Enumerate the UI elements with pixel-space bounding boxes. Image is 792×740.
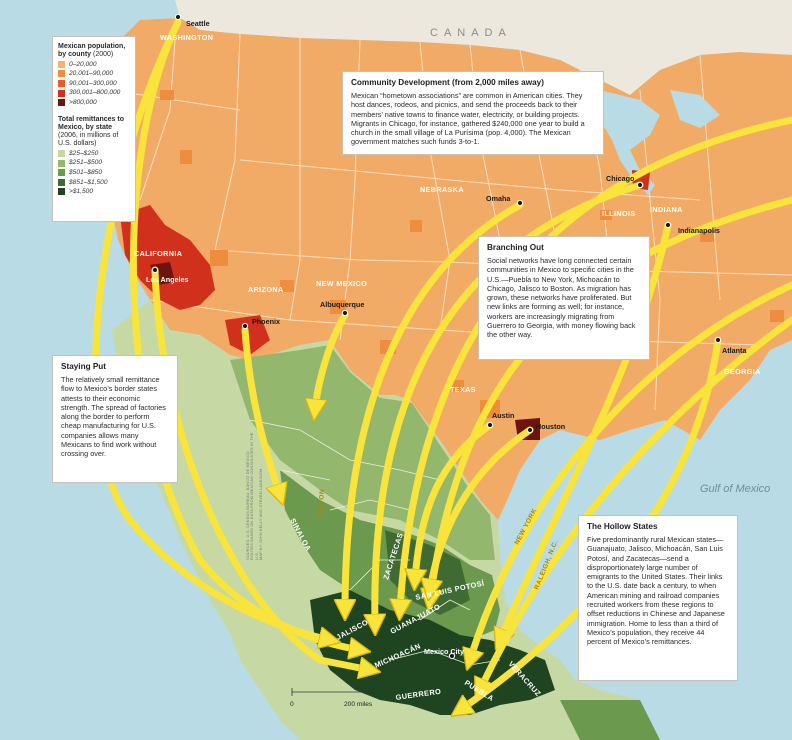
legend-remit-swatch <box>58 150 65 158</box>
city-houston: Houston <box>536 422 565 431</box>
scale-end: 200 miles <box>344 701 373 708</box>
county-patches <box>160 90 784 418</box>
arrow-omaha <box>345 201 524 610</box>
legend-population-swatch <box>58 80 65 88</box>
state-indiana: INDIANA <box>650 205 683 214</box>
city-mexico-city: Mexico City <box>424 647 464 656</box>
callout-title: The Hollow States <box>587 522 658 531</box>
legend-remit-item: $25–$250 <box>58 149 130 159</box>
legend-remit-label: $851–$1,500 <box>69 178 108 186</box>
callout-community-development: Community Development (from 2,000 miles … <box>342 71 604 155</box>
callout-title: Staying Put <box>61 362 107 371</box>
callout-title: Branching Out <box>487 243 544 252</box>
legend-remit-item: >$1,500 <box>58 187 130 197</box>
label-gulf: Gulf of Mexico <box>700 483 770 495</box>
legend-population-swatch <box>58 70 65 78</box>
legend-population-item: 300,001–800,000 <box>58 88 130 98</box>
callout-body: Five predominantly rural Mexican states—… <box>587 535 725 647</box>
legend-population-swatch <box>58 89 65 97</box>
legend-remit-swatch <box>58 159 65 167</box>
arrow-new-york <box>470 281 792 660</box>
arrow-la-michoacan <box>151 266 370 670</box>
callout-title: Community Development (from 2,000 miles … <box>351 78 544 87</box>
city-atlanta: Atlanta <box>722 346 747 355</box>
legend-remit-label: $501–$850 <box>69 168 103 176</box>
arrow-raleigh <box>480 316 792 690</box>
callout-body: The relatively small remittance flow to … <box>61 375 166 459</box>
legend-population-item: 90,001–300,000 <box>58 79 130 89</box>
legend-population-item: >800,000 <box>58 98 130 108</box>
legend-remit-swatch <box>58 188 65 196</box>
legend-remit-item: $501–$850 <box>58 168 130 178</box>
yucatan-belize <box>560 700 660 740</box>
arrow-chicago-michoacan <box>375 181 644 625</box>
legend-population-label: 90,001–300,000 <box>69 79 117 87</box>
legend-population-label: 300,001–800,000 <box>69 89 121 97</box>
legend-population-swatch <box>58 99 65 107</box>
canada-land <box>175 0 792 95</box>
legend-population-label: >800,000 <box>69 98 97 106</box>
state-illinois: ILLINOIS <box>602 209 636 218</box>
city-indianapolis: Indianapolis <box>678 226 720 235</box>
map-legend: Mexican population, by county (2000) 0–2… <box>52 36 136 222</box>
legend-population-swatch <box>58 60 65 68</box>
legend-remit-label: $25–$250 <box>69 149 99 157</box>
legend-population-item: 20,001–90,000 <box>58 69 130 79</box>
callout-staying-put: Staying Put The relatively small remitta… <box>52 355 178 483</box>
map-credit: SOURCES: U.S. CENSUS BUREAU; BANCO DE MÉ… <box>246 432 264 560</box>
city-phoenix: Phoenix <box>252 317 280 326</box>
city-dots <box>151 13 722 660</box>
great-lakes <box>600 90 720 195</box>
callout-body: Social networks have long connected cert… <box>487 256 636 340</box>
arrow-phoenix-sinaloa <box>241 326 280 495</box>
state-nebraska: NEBRASKA <box>420 185 464 194</box>
legend-remit-item: $851–$1,500 <box>58 178 130 188</box>
scale-zero: 0 <box>290 701 294 708</box>
la-county-hotspot <box>120 205 215 310</box>
state-new-mexico: NEW MEXICO <box>316 279 367 288</box>
legend-remit-title: Total remittances to Mexico, by state (2… <box>58 115 124 148</box>
callout-branching-out: Branching Out Social networks have long … <box>478 236 650 360</box>
legend-remit-label: $251–$500 <box>69 159 103 167</box>
city-austin: Austin <box>492 411 514 420</box>
arrow-label-boston: BOSTON <box>317 489 326 521</box>
arrow-houston-veracruz <box>430 426 534 590</box>
arrow-austin-slp <box>415 421 494 580</box>
city-seattle: Seattle <box>186 19 210 28</box>
arrow-albuquerque <box>315 311 349 410</box>
state-texas: TEXAS <box>450 385 476 394</box>
label-canada: CANADA <box>430 27 512 39</box>
callout-hollow-states: The Hollow States Five predominantly rur… <box>578 515 738 681</box>
state-arizona: ARIZONA <box>248 285 284 294</box>
legend-population-label: 20,001–90,000 <box>69 70 114 78</box>
state-georgia: GEORGIA <box>724 367 761 376</box>
city-albuquerque: Albuquerque <box>320 300 364 309</box>
legend-remit-swatch <box>58 169 65 177</box>
legend-remit-label: >$1,500 <box>69 188 94 196</box>
state-washington: WASHINGTON <box>160 33 213 42</box>
legend-population-item: 0–20,000 <box>58 60 130 70</box>
city-los-angeles: Los Angeles <box>146 275 188 284</box>
city-chicago: Chicago <box>606 174 635 183</box>
scale-bar: 0 200 miles <box>290 688 375 708</box>
legend-population-title: Mexican population, by county (2000) <box>58 43 126 59</box>
callout-body: Mexican “hometown associations” are comm… <box>351 91 585 147</box>
legend-population-label: 0–20,000 <box>69 60 97 68</box>
legend-remit-item: $251–$500 <box>58 158 130 168</box>
legend-remit-swatch <box>58 178 65 186</box>
state-california: CALIFORNIA <box>134 249 182 258</box>
city-omaha: Omaha <box>486 194 511 203</box>
